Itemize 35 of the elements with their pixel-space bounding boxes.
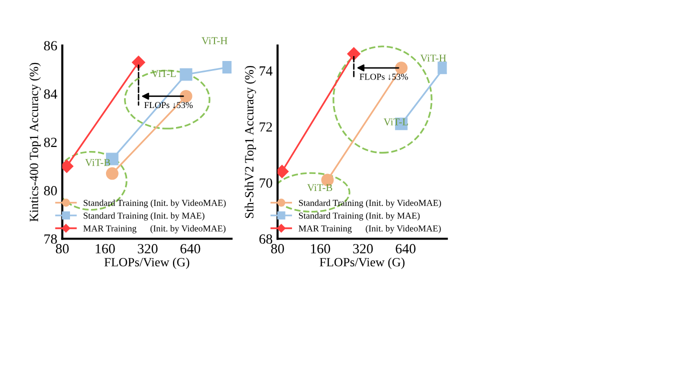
y-tick-label: 74: [260, 66, 272, 76]
y-tick-label: 86: [44, 41, 58, 50]
y-tick-label: 78: [44, 234, 57, 244]
annotation: ViT-L: [384, 118, 408, 126]
y-axis-title: Sth-SthV2 Top1 Accuracy (%): [244, 66, 256, 218]
legend-label: Standard Training (Init. by MAE): [299, 212, 420, 221]
x-axis-title: FLOPs/View (G): [320, 258, 404, 269]
annotation: ViT-H: [420, 54, 446, 62]
y-axis-title: Kintics-400 Top1 Accuracy (%): [29, 62, 41, 222]
y-tick-label: 72: [260, 122, 272, 132]
x-tick-label: 160: [311, 244, 330, 254]
x-tick-label: 80: [271, 244, 284, 254]
annotation: ViT-B: [85, 158, 110, 166]
annotation: ViT-L: [151, 70, 176, 78]
x-tick-label: 640: [180, 244, 200, 254]
legend-label: MAR Training (Init. by VideoMAE): [298, 225, 441, 234]
y-tick-label: 84: [44, 89, 58, 99]
x-tick-label: 640: [396, 244, 416, 254]
x-tick-label: 160: [96, 244, 115, 254]
text: ViT-H: [202, 37, 228, 44]
x-tick-label: 320: [138, 244, 158, 254]
annotation: ViT-B: [307, 184, 332, 192]
annotation: FLOPs ↓53%: [360, 74, 408, 80]
y-tick-label: 70: [260, 178, 272, 188]
annotation: FLOPs ↓53%: [144, 102, 193, 108]
y-tick-label: 82: [44, 138, 57, 148]
y-tick-label: 68: [259, 234, 272, 244]
legend-label: Standard Training (Init. by VideoMAE): [84, 200, 226, 208]
x-tick-label: 80: [56, 244, 69, 254]
legend-label: Standard Training (Init. by MAE): [84, 212, 204, 221]
legend-label: Standard Training (Init. by VideoMAE): [299, 200, 442, 208]
legend-label: MAR Training (Init. by VideoMAE): [83, 225, 226, 234]
x-axis-title: FLOPs/View (G): [104, 258, 190, 269]
y-tick-label: 80: [44, 186, 57, 196]
x-tick-label: 320: [353, 244, 373, 254]
